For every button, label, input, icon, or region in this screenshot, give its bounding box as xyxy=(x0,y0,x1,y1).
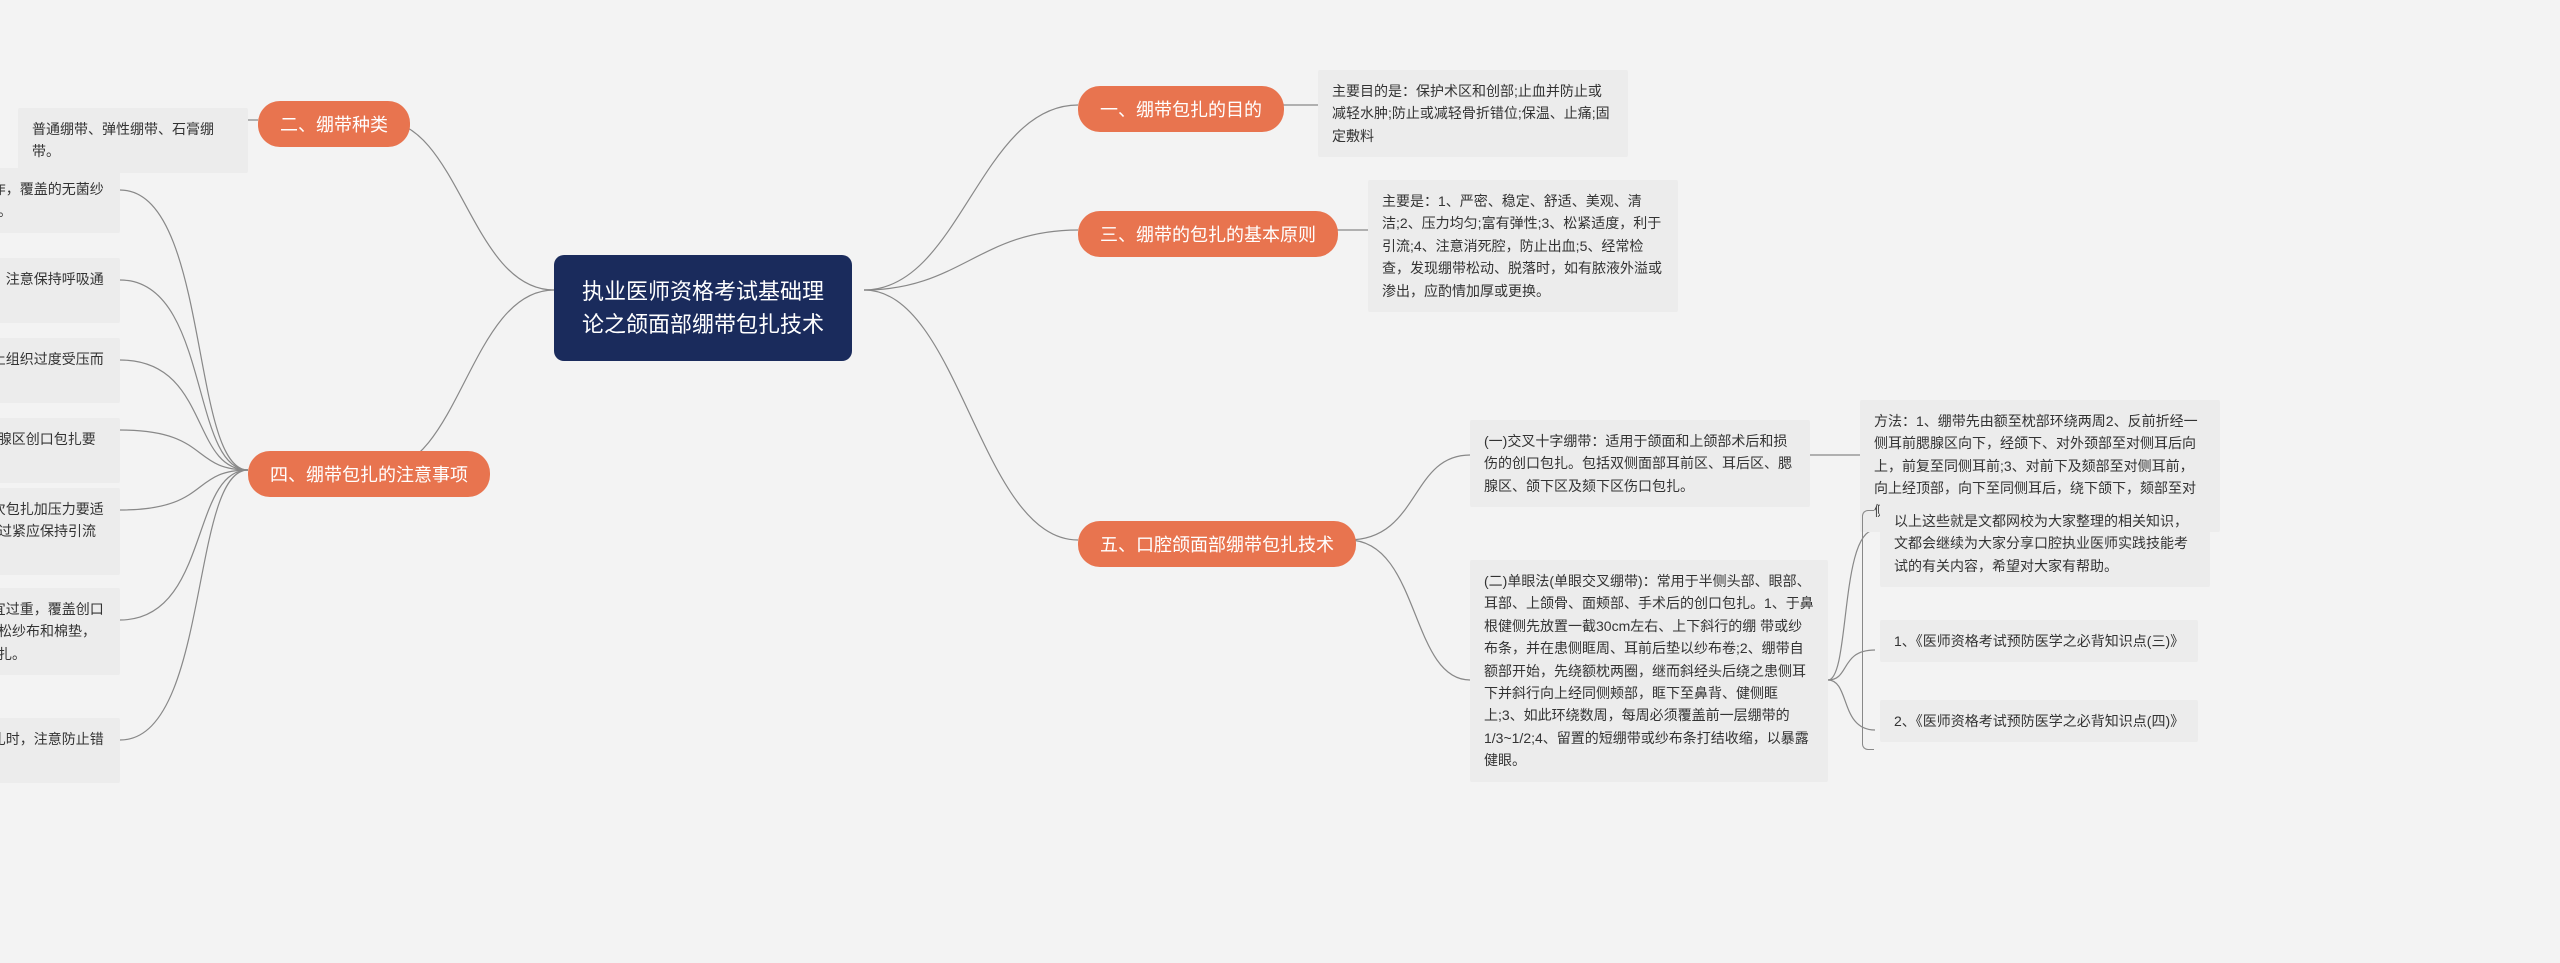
branch-precautions: 四、绷带包扎的注意事项 xyxy=(248,451,490,497)
leaf-prec-2: 2、包扎颌下区及颈部时，注意保持呼吸通畅。 xyxy=(0,258,120,323)
leaf-prec-7: 7、骨折复位后的创口包扎时，注意防止错位。 xyxy=(0,718,120,783)
branch-principles: 三、绷带的包扎的基本原则 xyxy=(1078,211,1338,257)
leaf-tech-s2-intro: (二)单眼法(单眼交叉绷带)：常用于半侧头部、眼部、耳部、上颌骨、面颊部、手术后… xyxy=(1470,560,1828,782)
branch-techniques: 五、口腔颌面部绷带包扎技术 xyxy=(1078,521,1356,567)
leaf-principles: 主要是：1、严密、稳定、舒适、美观、清洁;2、压力均匀;富有弹性;3、松紧适度，… xyxy=(1368,180,1678,312)
leaf-tech-s2-r3: 2、《医师资格考试预防医学之必背知识点(四)》 xyxy=(1880,700,2198,742)
center-node: 执业医师资格考试基础理 论之颌面部绷带包扎技术 xyxy=(554,255,852,361)
bracket-s2 xyxy=(1862,510,1874,750)
leaf-types: 普通绷带、弹性绷带、石膏绷带。 xyxy=(18,108,248,173)
leaf-prec-4: 4、腮腺区创口包扎要加压。 xyxy=(0,418,120,483)
leaf-prec-5: 5、切开引流创口，第一次包扎加压力要适当以利于止血，以后不宜过紧应保持引流通畅。 xyxy=(0,488,120,575)
branch-types: 二、绷带种类 xyxy=(258,101,410,147)
leaf-prec-3: 3、压力应均匀适度，防止组织过度受压而坏死。 xyxy=(0,338,120,403)
leaf-tech-s2-r1: 以上这些就是文都网校为大家整理的相关知识，文都会继续为大家分享口腔执业医师实践技… xyxy=(1880,500,2210,587)
leaf-prec-1: 1、无菌创口注意无菌操作，覆盖的无菌纱布应用一定的厚度和范围。 xyxy=(0,168,120,233)
leaf-purpose: 主要目的是：保护术区和创部;止血并防止或减轻水肿;防止或减轻骨折错位;保温、止痛… xyxy=(1318,70,1628,157)
leaf-tech-s1-intro: (一)交叉十字绷带：适用于颌面和上颌部术后和损伤的创口包扎。包括双侧面部耳前区、… xyxy=(1470,420,1810,507)
leaf-tech-s2-r2: 1、《医师资格考试预防医学之必背知识点(三)》 xyxy=(1880,620,2198,662)
leaf-prec-6: 6、整形术后创口包扎不宜过重，覆盖创口纱布应力求平整，外加舒松纱布和棉垫，再以绷… xyxy=(0,588,120,675)
branch-purpose: 一、绷带包扎的目的 xyxy=(1078,86,1284,132)
